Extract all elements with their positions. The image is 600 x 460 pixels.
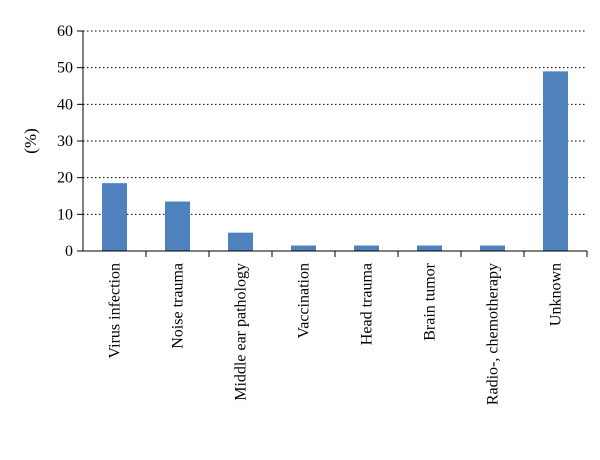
- x-tick-label: Noise trauma: [170, 263, 187, 349]
- bar: [543, 71, 568, 251]
- bar: [228, 232, 253, 251]
- y-tick-label: 10: [57, 206, 73, 223]
- y-tick-label: 50: [57, 60, 73, 77]
- x-tick-label: Virus infection: [107, 263, 124, 358]
- bar: [480, 245, 505, 251]
- x-tick-label: Middle ear pathology: [233, 263, 250, 401]
- x-tick-label: Vaccination: [296, 263, 313, 339]
- axes: [77, 30, 588, 257]
- y-tick-label: 20: [57, 170, 73, 187]
- bar: [102, 183, 127, 251]
- bar: [291, 245, 316, 251]
- x-tick-labels: Virus infection Noise trauma Middle ear pa…: [107, 262, 565, 405]
- x-tick-label: Radio-, chemotherapy: [485, 263, 502, 405]
- bar: [354, 245, 379, 251]
- x-tick-label: Unknown: [548, 263, 565, 326]
- bars: [102, 71, 568, 251]
- gridlines: [83, 30, 587, 215]
- y-axis-label: (%): [21, 128, 40, 153]
- bar: [165, 201, 190, 251]
- x-tick-label: Brain tumor: [422, 262, 439, 340]
- y-tick-label: 60: [57, 23, 73, 40]
- y-tick-label: 30: [57, 133, 73, 150]
- y-tick-labels: 0 10 20 30 40 50 60: [57, 23, 73, 260]
- y-tick-label: 40: [57, 96, 73, 113]
- bar: [417, 245, 442, 251]
- y-tick-label: 0: [65, 243, 73, 260]
- x-tick-label: Head trauma: [359, 263, 376, 345]
